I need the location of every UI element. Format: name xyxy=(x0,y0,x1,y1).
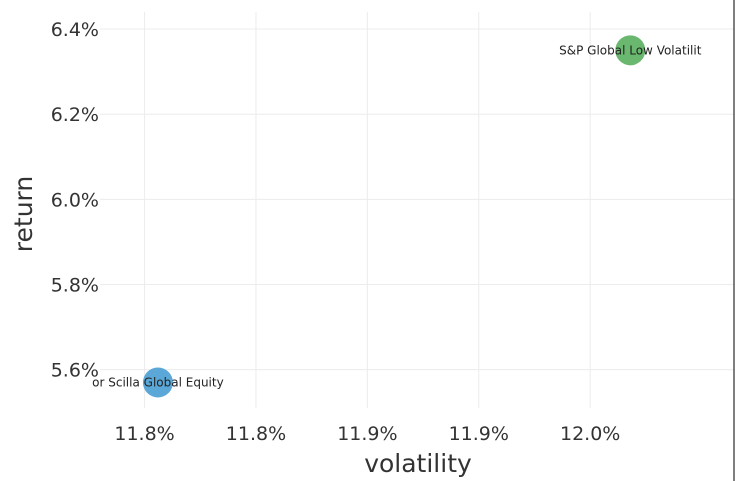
data-point[interactable] xyxy=(615,35,646,66)
x-tick-label: 11.8% xyxy=(226,423,286,445)
axis-ticks: 11.8% 11.8% 11.9% 11.9% 12.0% 5.6% 5.8% 6.0% 6.2… xyxy=(51,19,621,445)
y-axis-title: return xyxy=(9,176,38,252)
data-point-label: or Scilla Global Equity xyxy=(92,375,224,389)
grid-lines xyxy=(100,12,735,408)
y-tick-label: 5.6% xyxy=(51,360,99,382)
x-tick-label: 11.9% xyxy=(449,423,509,445)
data-point[interactable] xyxy=(142,367,173,398)
x-tick-label: 12.0% xyxy=(560,423,620,445)
y-tick-label: 6.4% xyxy=(51,19,99,41)
data-points: or Scilla Global Equity S&P Global Low Vo… xyxy=(92,35,702,398)
x-tick-label: 11.9% xyxy=(337,423,397,445)
y-tick-label: 6.0% xyxy=(51,189,99,211)
x-axis-title: volatility xyxy=(364,449,472,478)
y-tick-label: 6.2% xyxy=(51,104,99,126)
y-tick-label: 5.8% xyxy=(51,275,99,297)
data-point-label: S&P Global Low Volatilit xyxy=(559,43,702,57)
x-tick-label: 11.8% xyxy=(114,423,174,445)
